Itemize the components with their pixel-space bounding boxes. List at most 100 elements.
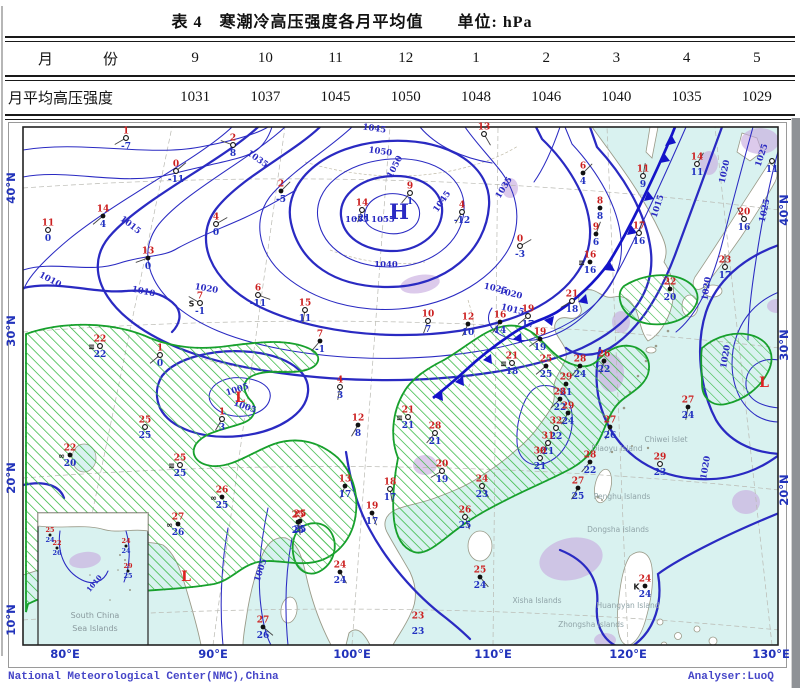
station-dewpoint: -1 bbox=[315, 345, 325, 355]
station-dewpoint: 20 bbox=[64, 459, 77, 469]
station-temp: 29 bbox=[562, 402, 575, 412]
station-dewpoint: 8 bbox=[597, 212, 603, 222]
station-plot: 13 17 bbox=[339, 475, 352, 501]
month-cell: 12 bbox=[398, 50, 414, 66]
station-temp: 28 bbox=[574, 355, 587, 365]
month-cell: 11 bbox=[328, 50, 343, 66]
station-plot: 11 bbox=[766, 158, 778, 175]
station-plot: 24 23 bbox=[476, 475, 489, 500]
station-dewpoint: 21 bbox=[429, 437, 442, 447]
station-temp: 18 bbox=[384, 478, 397, 488]
station-temp: 12 bbox=[462, 313, 475, 323]
axis-label-longitude: 90°E bbox=[198, 647, 228, 661]
scrollbar-strip[interactable] bbox=[791, 118, 800, 688]
pressure-center-H: H bbox=[389, 199, 409, 224]
row-header-month: 月 份 bbox=[8, 48, 160, 69]
cold-front bbox=[432, 127, 677, 401]
station-plot: 14 4 bbox=[92, 205, 109, 230]
pressure-center-L: L bbox=[235, 390, 245, 406]
station-temp: 21 bbox=[566, 290, 579, 300]
station-plot: 12 10 bbox=[462, 313, 475, 339]
station-plot: 96 bbox=[593, 221, 601, 248]
station-plot: 29 21 bbox=[560, 373, 573, 399]
isobar-label: 1020 bbox=[718, 159, 733, 184]
station-plot: 29 24 bbox=[561, 402, 575, 427]
station-dewpoint: 16 bbox=[738, 223, 751, 233]
station-dewpoint: 4 bbox=[100, 220, 106, 230]
station-temp: 25 bbox=[174, 454, 187, 464]
station-plot: 26 25∞ bbox=[210, 486, 228, 512]
station-plot: 4 -12 bbox=[454, 201, 470, 227]
station-dewpoint: 25 bbox=[540, 370, 553, 380]
table-rule-top bbox=[5, 36, 795, 42]
isobar-label: 1040 bbox=[374, 260, 398, 270]
axis-label-longitude: 100°E bbox=[333, 647, 371, 661]
weather-symbol: ≡ bbox=[88, 343, 95, 352]
isobar-label: 1020 bbox=[194, 282, 219, 296]
station-dewpoint: 25 bbox=[572, 492, 585, 502]
station-temp: 4 bbox=[459, 201, 465, 211]
weather-symbol: ≡ bbox=[578, 259, 585, 268]
station-dewpoint: 8 bbox=[230, 149, 236, 159]
station-dewpoint: 23 bbox=[412, 627, 425, 637]
station-dewpoint: 21 bbox=[402, 421, 415, 431]
island-label: Dongsha Islands bbox=[587, 525, 649, 534]
station-temp: 25 bbox=[139, 416, 152, 426]
station-dewpoint: 21 bbox=[560, 388, 573, 398]
weather-symbol: S bbox=[189, 300, 195, 309]
station-temp: 28 bbox=[584, 451, 597, 461]
station-dewpoint: 8 bbox=[355, 429, 361, 439]
weather-symbol: ∞ bbox=[210, 494, 217, 503]
station-plot: 13 bbox=[215, 408, 225, 433]
isobar-label: 1020 bbox=[700, 276, 713, 301]
station-plot: 27 26 bbox=[604, 416, 617, 442]
island-label: Huangyan Island bbox=[597, 601, 660, 610]
island-taiwan bbox=[594, 468, 612, 504]
station-plot: 21 18≡ bbox=[500, 352, 518, 378]
station-temp: 32 bbox=[550, 417, 563, 427]
station-temp: 14 bbox=[356, 199, 369, 209]
pressure-value-cell: 1037 bbox=[250, 89, 281, 105]
station-plot: 28 21 bbox=[426, 422, 442, 447]
isobar-label: 1025 bbox=[483, 282, 508, 297]
station-plot: 14 11 bbox=[691, 153, 704, 178]
station-plot: 10 bbox=[149, 344, 163, 369]
station-temp: 13 bbox=[339, 475, 352, 485]
inset-islets bbox=[89, 554, 131, 601]
station-dewpoint: 10 bbox=[462, 328, 475, 338]
station-dewpoint: 24 bbox=[474, 581, 487, 591]
station-temp: 25 bbox=[540, 355, 553, 365]
station-dewpoint: 9 bbox=[640, 180, 646, 190]
station-temp: 19 bbox=[522, 305, 535, 315]
month-cell: 10 bbox=[257, 50, 273, 66]
station-plot: 43 bbox=[337, 376, 343, 402]
station-plot: 13 bbox=[478, 123, 491, 146]
station-plot: 24 24 bbox=[334, 561, 347, 586]
station-temp: 17 bbox=[633, 222, 646, 232]
value-cells: 1031 1037 1045 1050 1048 1046 1040 1035 1029 bbox=[160, 89, 792, 106]
island-label: Zhongsha Islands bbox=[558, 620, 624, 629]
station-plot: 30 21 bbox=[534, 447, 547, 473]
station-temp: 12 bbox=[352, 414, 365, 424]
station-dewpoint: 25 bbox=[292, 526, 305, 536]
station-temp: 27 bbox=[682, 396, 695, 406]
station-dewpoint: 25 bbox=[123, 572, 133, 580]
station-dewpoint: 18 bbox=[506, 367, 519, 377]
station-dewpoint: 24 bbox=[682, 411, 695, 421]
station-dewpoint: 24 bbox=[334, 576, 347, 586]
table-unit-label: 单位: hPa bbox=[457, 14, 533, 31]
islet bbox=[693, 625, 701, 633]
station-temp: 19 bbox=[366, 502, 379, 512]
station-plot: 22 22≡ bbox=[88, 335, 106, 361]
station-plot: 28 24 bbox=[571, 355, 587, 380]
station-temp: 15 bbox=[299, 299, 312, 309]
map-border bbox=[22, 126, 779, 646]
station-plot: 24 24K bbox=[633, 575, 651, 601]
station-temp: 28 bbox=[429, 422, 442, 432]
station-dewpoint: 0 bbox=[213, 228, 219, 238]
station-temp: 13 bbox=[478, 123, 491, 133]
